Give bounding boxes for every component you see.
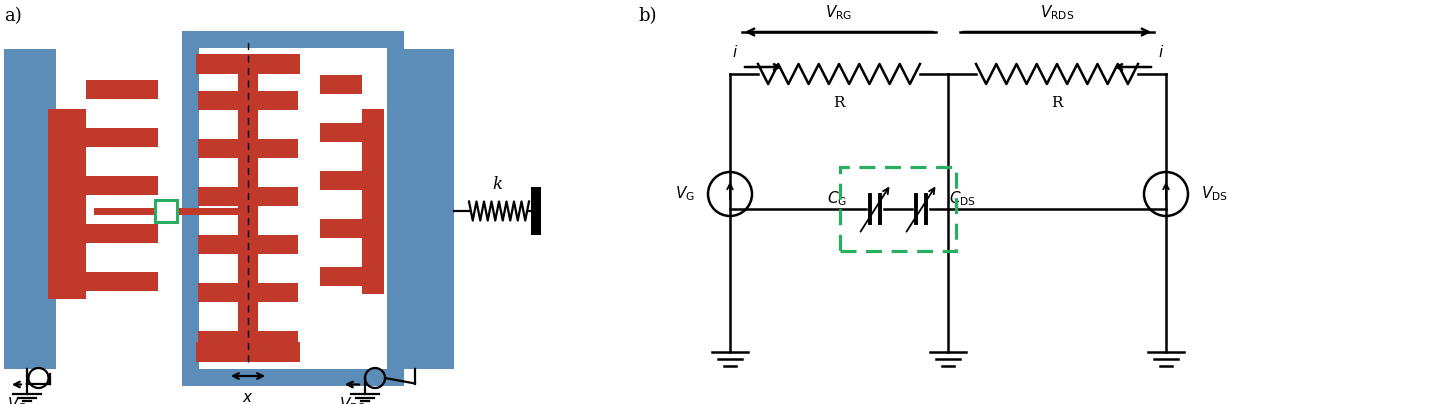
Bar — [86, 80, 158, 99]
Text: $V_\mathrm{DS}$: $V_\mathrm{DS}$ — [1201, 185, 1228, 203]
Bar — [196, 54, 300, 74]
Bar — [320, 171, 362, 190]
Bar — [94, 208, 155, 215]
Bar — [199, 48, 387, 369]
Bar — [155, 200, 177, 222]
Bar — [86, 224, 158, 243]
Bar — [183, 31, 405, 386]
Bar — [320, 267, 362, 286]
Bar — [199, 187, 238, 206]
Bar — [199, 139, 238, 158]
Bar — [258, 283, 299, 302]
Bar — [258, 139, 299, 158]
Bar — [320, 123, 362, 142]
Bar — [238, 54, 258, 362]
Bar — [86, 176, 158, 195]
Text: b): b) — [638, 7, 657, 25]
Text: R: R — [834, 96, 845, 110]
Bar — [177, 208, 238, 215]
Text: $x$: $x$ — [242, 391, 254, 404]
Bar — [258, 187, 299, 206]
Bar — [258, 91, 299, 110]
Text: $i$: $i$ — [732, 44, 738, 60]
Text: $C_\mathrm{G}$: $C_\mathrm{G}$ — [826, 189, 847, 208]
Bar — [320, 75, 362, 94]
Bar — [86, 272, 158, 291]
Bar — [4, 49, 57, 369]
Bar — [48, 109, 86, 299]
Bar — [320, 219, 362, 238]
Text: $i$: $i$ — [1159, 44, 1164, 60]
Bar — [199, 235, 238, 254]
Bar — [199, 91, 238, 110]
Bar — [199, 283, 238, 302]
Text: $V_\mathrm{G}$: $V_\mathrm{G}$ — [676, 185, 695, 203]
Text: k: k — [493, 176, 503, 193]
Bar — [362, 109, 384, 294]
Text: $V_\mathrm{RDS}$: $V_\mathrm{RDS}$ — [1040, 3, 1074, 22]
Bar — [196, 342, 300, 362]
Bar — [840, 167, 956, 251]
Bar — [199, 331, 238, 350]
Bar — [86, 128, 158, 147]
Bar — [531, 187, 541, 235]
Text: $V_\mathrm{DS}$: $V_\mathrm{DS}$ — [338, 395, 365, 404]
Text: a): a) — [4, 7, 22, 25]
Text: $V_\mathrm{RG}$: $V_\mathrm{RG}$ — [825, 3, 853, 22]
Text: $C_\mathrm{DS}$: $C_\mathrm{DS}$ — [948, 189, 976, 208]
Text: $V_\mathrm{G}$: $V_\mathrm{G}$ — [7, 395, 28, 404]
Text: R: R — [1051, 96, 1063, 110]
Bar — [258, 235, 299, 254]
Bar — [258, 331, 299, 350]
Bar — [402, 49, 454, 369]
